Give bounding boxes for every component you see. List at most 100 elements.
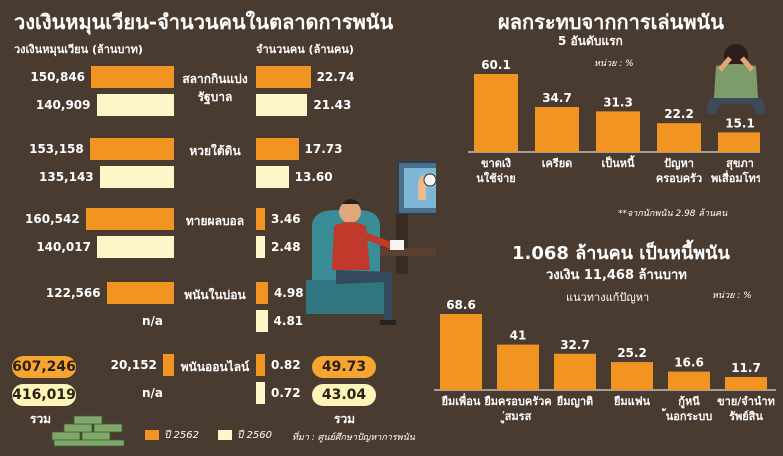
legend-label-2560: ปี 2560 bbox=[237, 430, 272, 441]
category-label: หวยใต้ดิน bbox=[189, 144, 241, 158]
bar-people-2562 bbox=[256, 354, 265, 376]
value-label: 41 bbox=[510, 329, 527, 343]
impact-unit: หน่วย : % bbox=[594, 59, 634, 69]
value-label-na: n/a bbox=[142, 386, 164, 400]
category-label: เครียด bbox=[542, 157, 573, 170]
category-label: ยืมแฟน bbox=[613, 395, 650, 408]
value-label: 0.72 bbox=[271, 386, 301, 400]
category-label: ้นอกระบบ bbox=[662, 408, 713, 423]
stressed-person-illustration bbox=[706, 44, 766, 114]
category-label: ขาย/จำนำท bbox=[717, 395, 775, 408]
bar-money-2560 bbox=[96, 94, 174, 116]
value-label: 4.98 bbox=[273, 286, 304, 300]
category-label: เป็นหนี้ bbox=[601, 155, 635, 170]
bar-money-2562 bbox=[85, 208, 174, 230]
category-label: ทายผลบอล bbox=[185, 214, 245, 228]
bar-people-2560 bbox=[256, 166, 289, 188]
total-money-label: รวม bbox=[30, 412, 52, 426]
legend-label-2562: ปี 2562 bbox=[164, 430, 199, 441]
bar-people-2560 bbox=[256, 382, 265, 404]
value-label: 60.1 bbox=[481, 58, 511, 72]
category-label: ยืมญาติ bbox=[556, 395, 593, 408]
category-label: พเสื่อมโทรม bbox=[711, 170, 760, 185]
value-label: 22.2 bbox=[664, 107, 694, 121]
debt-title: 1.068 ล้านคน เป็นหนี้พนัน bbox=[512, 243, 730, 264]
category-label: ยืมครอบครัวค bbox=[484, 395, 552, 408]
value-label: 17.73 bbox=[304, 142, 343, 156]
bar bbox=[725, 377, 767, 390]
debt-chart: 68.6 ยืมเพื่อน 41 ยืมครอบครัวคู่สมรส 32.7 ยืม… bbox=[434, 298, 776, 424]
bar-money-2560 bbox=[99, 166, 174, 188]
person-head-icon bbox=[339, 201, 361, 223]
impact-note: **จากนักพนัน 2.98 ล้านคน bbox=[618, 209, 728, 219]
value-label: 21.43 bbox=[313, 98, 352, 112]
bar-people-2560 bbox=[256, 94, 308, 116]
bar-people-2562 bbox=[256, 138, 299, 160]
value-label: 0.82 bbox=[271, 358, 301, 372]
bar bbox=[554, 353, 596, 390]
gambler-illustration bbox=[306, 161, 436, 325]
value-label: 153,158 bbox=[29, 142, 84, 156]
debt-subtitle: วงเงิน 11,468 ล้านบาท bbox=[546, 268, 687, 283]
category-label: พนันในบ่อน bbox=[184, 288, 246, 302]
value-label: 11.7 bbox=[731, 361, 761, 375]
bar-people-2562 bbox=[256, 208, 265, 230]
impact-chart: 60.1 ขาดเงินใช้จ่าย 34.7 เครียด 31.3 เป็นหนี้… bbox=[468, 58, 760, 185]
main-title: วงเงินหมุนเวียน-จำนวนคนในตลาดการพนัน bbox=[14, 10, 394, 34]
butterfly-chart: สลากกินแบ่งรัฐบาล 150,846 140,909 22.74 21.4… bbox=[25, 66, 355, 404]
category-label: นใช้จ่าย bbox=[476, 171, 515, 185]
value-label: 3.46 bbox=[271, 212, 301, 226]
legend-swatch-2560 bbox=[218, 430, 232, 440]
value-label: 15.1 bbox=[725, 116, 755, 130]
category-label: ู่สมรส bbox=[500, 410, 532, 424]
debt-unit: หน่วย : % bbox=[712, 291, 752, 301]
value-label: 13.60 bbox=[294, 170, 333, 184]
debt-xlabel: แนวทางแก้ปัญหา bbox=[566, 291, 650, 304]
value-label: 16.6 bbox=[674, 356, 704, 370]
impact-title: ผลกระทบจากการเล่นพนัน bbox=[498, 10, 724, 34]
bar-people-2562 bbox=[256, 282, 268, 304]
total-people-2560: 43.04 bbox=[312, 384, 376, 406]
value-label: 135,143 bbox=[39, 170, 94, 184]
head-icon bbox=[724, 44, 748, 68]
source-note: ที่มา : ศูนย์ศึกษาปัญหาการพนัน bbox=[292, 433, 415, 443]
bar bbox=[718, 132, 760, 152]
value-label: 20,152 bbox=[110, 358, 157, 372]
bar-money-2562 bbox=[91, 66, 174, 88]
people-header: จำนวนคน (ล้านคน) bbox=[256, 43, 354, 56]
bar-people-2560 bbox=[256, 310, 268, 332]
bar-money-2562 bbox=[106, 282, 174, 304]
value-label: 34.7 bbox=[542, 91, 572, 105]
value-label: 2.48 bbox=[271, 240, 301, 254]
total-money-2562: 607,246 bbox=[12, 356, 76, 378]
category-label: ปัญหา bbox=[664, 157, 694, 170]
total-money-2560: 416,019 bbox=[12, 384, 76, 406]
total-people-2562: 49.73 bbox=[312, 356, 376, 378]
bar bbox=[535, 106, 579, 152]
bar bbox=[440, 314, 482, 390]
value-label: 22.74 bbox=[316, 70, 355, 84]
legend-swatch-2562 bbox=[145, 430, 159, 440]
total-people-label: รวม bbox=[334, 412, 356, 426]
impact-subtitle: 5 อันดับแรก bbox=[558, 34, 623, 48]
bar-people-2560 bbox=[256, 236, 265, 258]
value-label: 160,542 bbox=[25, 212, 80, 226]
bar-money-2560 bbox=[96, 236, 174, 258]
category-label: กู้หนี bbox=[678, 395, 700, 409]
category-label: สลากกินแบ่งรัฐบาล bbox=[182, 72, 248, 104]
bar bbox=[474, 74, 518, 152]
value-label: 68.6 bbox=[446, 298, 476, 312]
bar bbox=[596, 111, 640, 152]
bar bbox=[657, 123, 701, 152]
category-label: ขาดเงิ bbox=[481, 157, 511, 170]
bar-people-2562 bbox=[256, 66, 311, 88]
value-label: 140,017 bbox=[36, 240, 91, 254]
category-label: รัพย์สิน bbox=[729, 410, 763, 423]
value-label-na: n/a bbox=[142, 314, 164, 328]
money-header: วงเงินหมุนเวียน (ล้านบาท) bbox=[14, 43, 143, 56]
value-label: 4.81 bbox=[273, 314, 304, 328]
money-stack-illustration bbox=[51, 415, 125, 447]
category-label: ยืมเพื่อน bbox=[441, 393, 481, 408]
value-label: 32.7 bbox=[560, 338, 590, 352]
